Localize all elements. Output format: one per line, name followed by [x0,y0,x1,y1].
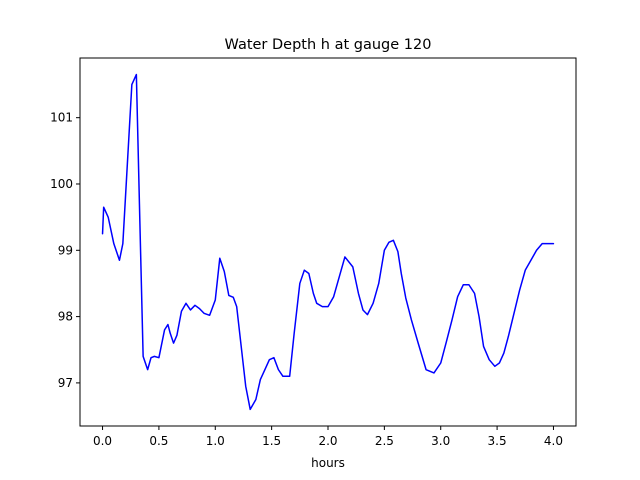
y-tick-label: 100 [50,177,73,191]
x-axis-label: hours [311,456,345,470]
data-layer [101,73,555,411]
x-axis: 0.0 0.5 1.0 1.5 2.0 2.5 3.0 3.5 4.0 [93,426,563,448]
y-tick-label: 99 [58,243,73,257]
x-tick-label: 1.0 [206,434,225,448]
y-tick-label: 97 [58,376,73,390]
x-tick-label: 0.5 [149,434,168,448]
y-tick-label: 101 [50,111,73,125]
x-tick-label: 3.0 [431,434,450,448]
x-tick-label: 2.0 [318,434,337,448]
x-tick-label: 3.5 [488,434,507,448]
x-tick-label: 0.0 [93,434,112,448]
series-line-0 [101,73,555,411]
x-tick-label: 2.5 [375,434,394,448]
y-tick-label: 98 [58,310,73,324]
chart-title: Water Depth h at gauge 120 [225,37,432,53]
x-tick-label: 1.5 [262,434,281,448]
y-axis: 97 98 99 100 101 [50,111,80,390]
x-tick-label: 4.0 [544,434,563,448]
